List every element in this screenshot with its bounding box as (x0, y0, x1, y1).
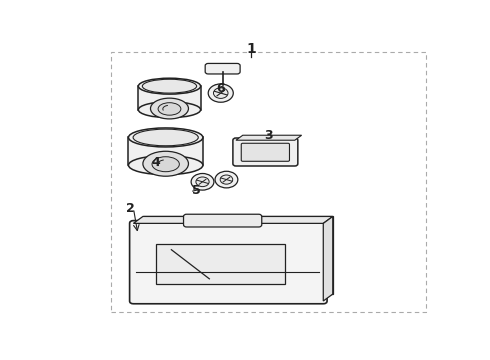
Ellipse shape (143, 151, 189, 176)
Ellipse shape (158, 103, 181, 115)
FancyBboxPatch shape (138, 86, 200, 110)
Circle shape (191, 174, 214, 190)
FancyBboxPatch shape (128, 138, 203, 165)
FancyBboxPatch shape (111, 51, 426, 312)
FancyBboxPatch shape (184, 214, 262, 227)
Polygon shape (236, 135, 302, 140)
Text: 2: 2 (126, 202, 135, 215)
Polygon shape (323, 216, 333, 301)
Circle shape (196, 177, 209, 186)
Circle shape (215, 171, 238, 188)
Ellipse shape (142, 79, 196, 93)
Circle shape (214, 88, 228, 98)
Ellipse shape (150, 98, 189, 119)
Ellipse shape (138, 102, 200, 118)
Text: 3: 3 (264, 129, 272, 142)
Ellipse shape (138, 78, 200, 94)
Text: 4: 4 (151, 157, 160, 170)
Ellipse shape (128, 128, 203, 147)
FancyBboxPatch shape (205, 63, 240, 74)
Circle shape (208, 84, 233, 102)
Polygon shape (143, 216, 333, 294)
Ellipse shape (128, 156, 203, 175)
Text: 1: 1 (246, 42, 256, 56)
FancyBboxPatch shape (241, 143, 290, 161)
Circle shape (220, 175, 233, 184)
Ellipse shape (133, 129, 198, 146)
Text: 5: 5 (192, 184, 200, 197)
FancyBboxPatch shape (129, 221, 327, 304)
FancyBboxPatch shape (233, 138, 298, 166)
Ellipse shape (152, 157, 179, 172)
FancyBboxPatch shape (156, 244, 285, 284)
Text: 6: 6 (217, 82, 225, 95)
Polygon shape (133, 216, 333, 223)
